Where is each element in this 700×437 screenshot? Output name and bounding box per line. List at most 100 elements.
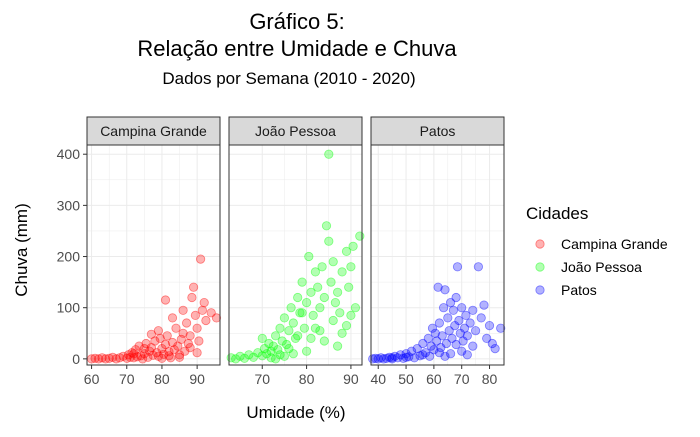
- data-point: [90, 353, 100, 363]
- data-point: [346, 262, 356, 272]
- facet-panel: Patos 40 50 60 70 80: [368, 116, 506, 387]
- panel-background: [371, 145, 504, 365]
- data-point: [324, 236, 334, 246]
- panel-background: [229, 145, 362, 365]
- data-point: [104, 353, 114, 363]
- data-point: [231, 354, 241, 364]
- data-point: [434, 318, 444, 328]
- data-point: [437, 331, 447, 341]
- data-point: [174, 350, 185, 360]
- data-point: [131, 345, 141, 355]
- legend-label: Patos: [561, 282, 597, 298]
- data-point: [319, 336, 329, 346]
- data-point: [235, 351, 245, 361]
- data-point: [315, 303, 325, 313]
- facet-strip: [86, 116, 221, 146]
- data-point: [308, 310, 318, 320]
- y-tick-label: 400: [57, 146, 81, 162]
- y-tick-label: 200: [57, 249, 81, 265]
- data-point: [160, 295, 171, 305]
- data-point: [321, 221, 332, 231]
- data-point: [257, 333, 267, 343]
- data-point: [348, 241, 358, 251]
- legend-label: João Pessoa: [561, 259, 642, 275]
- data-point: [284, 326, 294, 336]
- legend-key: [535, 262, 545, 272]
- data-point: [125, 352, 135, 362]
- data-point: [194, 336, 204, 346]
- y-tick-label: 100: [57, 300, 81, 316]
- data-point: [273, 345, 283, 355]
- gridlines: [371, 145, 504, 365]
- data-point: [406, 346, 417, 356]
- data-point: [317, 262, 327, 272]
- data-point: [341, 246, 352, 256]
- data-point: [440, 285, 450, 295]
- data-point: [201, 315, 211, 326]
- y-tick-label: 0: [72, 351, 80, 367]
- data-point: [443, 313, 453, 323]
- x-tick-label: 50: [398, 371, 414, 387]
- data-point: [134, 341, 144, 351]
- data-point: [192, 348, 202, 358]
- data-point: [115, 353, 125, 363]
- data-point: [482, 333, 492, 343]
- data-point: [279, 351, 289, 361]
- data-point: [143, 352, 153, 362]
- data-point: [146, 329, 156, 339]
- data-point: [324, 149, 334, 159]
- data-point: [441, 338, 451, 349]
- data-point: [275, 350, 285, 360]
- data-point: [319, 292, 329, 303]
- data-point: [159, 349, 169, 359]
- x-axis: 60 70 80 90: [84, 365, 205, 387]
- x-tick-label: 70: [254, 371, 270, 387]
- data-point: [185, 331, 195, 341]
- data-point: [306, 287, 316, 297]
- data-point: [404, 352, 414, 362]
- data-point: [206, 308, 216, 318]
- x-tick-label: 80: [299, 371, 315, 387]
- data-point: [344, 282, 354, 292]
- data-point: [436, 342, 446, 353]
- data-point: [484, 320, 495, 331]
- data-point: [473, 262, 483, 272]
- data-point: [418, 350, 428, 360]
- data-point: [387, 353, 397, 363]
- y-tick-label: 300: [57, 197, 81, 213]
- data-points: [87, 254, 222, 364]
- data-point: [398, 353, 408, 363]
- data-point: [266, 346, 276, 356]
- data-point: [429, 345, 439, 355]
- x-axis: 70 80 90: [254, 365, 359, 387]
- data-point: [328, 315, 338, 326]
- data-point: [132, 352, 142, 362]
- data-point: [199, 297, 209, 308]
- data-point: [457, 346, 467, 356]
- data-point: [239, 353, 250, 363]
- data-point: [355, 231, 365, 241]
- x-tick-label: 60: [84, 371, 100, 387]
- x-tick-label: 40: [370, 371, 386, 387]
- data-point: [145, 346, 155, 356]
- data-point: [270, 331, 281, 341]
- data-point: [496, 323, 506, 333]
- data-point: [295, 308, 305, 318]
- data-point: [139, 343, 149, 354]
- data-point: [187, 292, 197, 303]
- data-point: [457, 303, 467, 313]
- facet-strip-label: Patos: [420, 123, 456, 139]
- data-point: [315, 326, 325, 336]
- data-point: [157, 343, 167, 354]
- data-point: [379, 354, 389, 364]
- data-point: [427, 323, 438, 333]
- data-point: [148, 350, 158, 360]
- data-point: [146, 342, 156, 353]
- data-point: [335, 308, 345, 318]
- data-point: [451, 339, 461, 350]
- data-point: [169, 345, 179, 355]
- data-point: [167, 337, 178, 348]
- data-point: [304, 251, 314, 262]
- legend-entry: Patos: [535, 282, 597, 298]
- data-point: [459, 323, 470, 333]
